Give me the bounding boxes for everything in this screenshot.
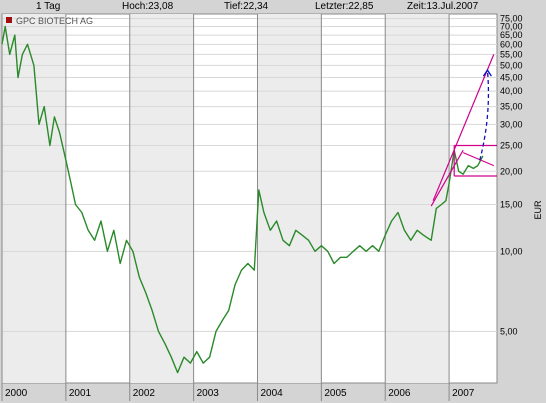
chart-title: GPC BIOTECH AG [16, 16, 93, 26]
y-tick-label: 40,00 [500, 86, 523, 96]
y-tick-label: 5,00 [500, 326, 518, 336]
y-tick-label: 15,00 [500, 199, 523, 209]
y-tick-label: 35,00 [500, 102, 523, 112]
y-tick-label: 65,00 [500, 30, 523, 40]
x-tick-label: 2005 [324, 388, 347, 399]
year-band [385, 14, 450, 383]
y-tick-label: 25,00 [500, 140, 523, 150]
y-tick-label: 10,00 [500, 246, 523, 256]
upper-trendline [432, 54, 495, 201]
period-label: 1 Tag [36, 1, 61, 12]
x-tick-label: 2003 [197, 388, 220, 399]
y-tick-label: 60,00 [500, 39, 523, 49]
forecast-arrowhead [482, 68, 492, 77]
x-tick-label: 2001 [69, 388, 92, 399]
forecast-arrow [479, 70, 490, 161]
x-tick-label: 2000 [5, 388, 28, 399]
y-tick-label: 50,00 [500, 60, 523, 70]
price-series-line [1, 25, 484, 374]
y-tick-label: 45,00 [500, 73, 523, 83]
year-band [2, 14, 66, 383]
x-tick-label: 2004 [260, 388, 283, 399]
y-tick-label: 70,00 [500, 22, 523, 32]
x-tick-label: 2006 [388, 388, 411, 399]
x-tick-label: 2002 [133, 388, 156, 399]
title-marker [6, 17, 12, 23]
y-tick-label: 20,00 [500, 166, 523, 176]
x-tick-label: 2007 [452, 388, 475, 399]
year-band [129, 14, 194, 383]
year-band [257, 14, 322, 383]
header-bar: 1 Tag Hoch:23,08 Tief:22,34 Letzter:22,8… [0, 0, 546, 14]
time-value: Zeit:13.Jul.2007 [407, 1, 479, 12]
last-value: Letzter:22,85 [315, 1, 374, 12]
y-tick-label: 75,00 [500, 14, 523, 24]
lower-trendline [430, 149, 464, 207]
low-value: Tief:22,34 [224, 1, 269, 12]
y-tick-label: 30,00 [500, 119, 523, 129]
high-value: Hoch:23,08 [122, 1, 174, 12]
triangle-upper-line [462, 152, 495, 167]
y-tick-label: 55,00 [500, 49, 523, 59]
y-axis-label: EUR [533, 200, 543, 220]
